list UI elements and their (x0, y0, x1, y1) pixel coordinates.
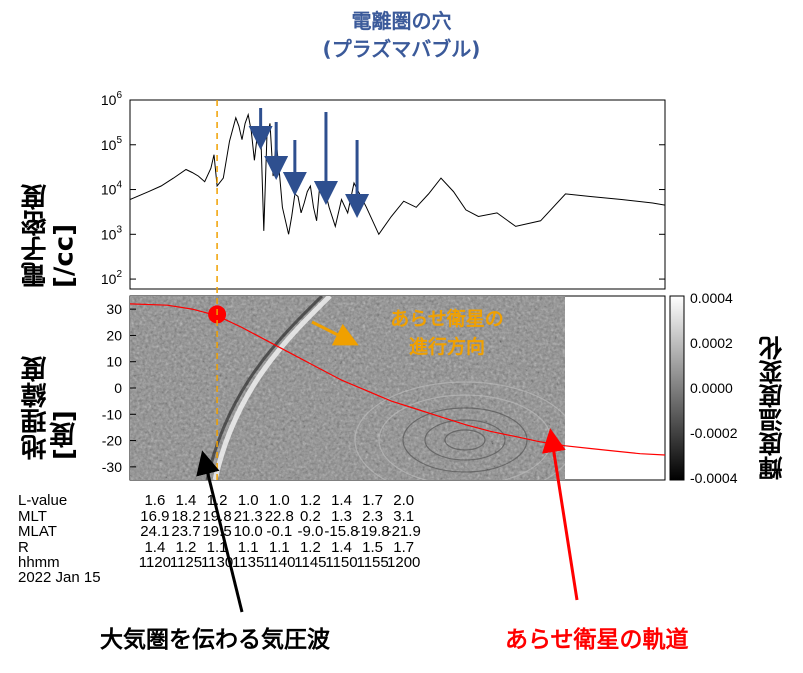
density-ytick-label: 104 (101, 180, 123, 198)
table-cell: 1.4 (144, 538, 166, 556)
table-cell: 1.0 (268, 492, 290, 509)
table-cell: 1125 (169, 554, 203, 571)
table-cell: 1.7 (362, 492, 384, 509)
table-cell: 0.2 (299, 507, 321, 525)
colorbar-tick-label: -0.0002 (690, 425, 738, 441)
table-cell: -9.0 (297, 523, 324, 540)
latitude-ytick-label: 20 (106, 327, 122, 343)
density-yticks: 102 103 104 105 106 (101, 90, 665, 287)
latitude-ytick-label: -20 (102, 433, 122, 449)
direction-arrow (311, 320, 359, 346)
direction-label: あらせ衛星の 進行方向 (362, 305, 532, 361)
latitude-ytick-label: -10 (102, 406, 122, 422)
latitude-ytick-label: 10 (106, 354, 122, 370)
table-cell: 18.2 (171, 507, 201, 525)
table-cell: -21.9 (386, 523, 421, 540)
table-row-label: hhmm (18, 554, 60, 571)
colorbar-tick-label: 0.0002 (690, 335, 733, 351)
wave-pointer-arrow (196, 450, 244, 613)
table-cell: 21.3 (233, 507, 263, 525)
ring-waves (354, 381, 565, 480)
table-cell: 1.0 (237, 492, 259, 509)
direction-label-line1: あらせ衛星の (390, 308, 504, 330)
orbit-pointer-arrow (541, 428, 579, 601)
colorbar-tick-label: 0.0004 (690, 290, 733, 306)
pressure-wave-front (212, 296, 332, 480)
table-row-label: L-value (18, 492, 68, 509)
table-cell: 1140 (263, 554, 296, 571)
table-cell: 3.1 (393, 507, 415, 525)
table-cell: 1130 (200, 554, 234, 571)
table-cell: 19.5 (202, 523, 232, 540)
density-ytick-label: 105 (101, 135, 123, 153)
table-cell: 1.4 (331, 538, 352, 556)
table-cell: -19.8 (355, 523, 390, 540)
table-cell: 22.8 (264, 507, 294, 525)
table-cell: 1.3 (331, 507, 352, 525)
density-frame (129, 99, 666, 290)
date-label: 2022 Jan 15 (18, 569, 101, 586)
table-cell: 1.2 (206, 492, 228, 509)
table-cell: 24.1 (140, 523, 170, 540)
table-cell: 1.4 (331, 492, 352, 509)
table-cell: 1.2 (299, 538, 321, 556)
colorbar-tick-label: -0.0004 (690, 470, 738, 486)
table-cell: 10.0 (233, 523, 263, 540)
hole-arrows (248, 108, 370, 218)
table-cell: 1.1 (268, 538, 290, 556)
table-cell: 1.2 (299, 492, 321, 509)
colorbar-ticks: 0.0004 0.0002 0.0000 -0.0002 -0.0004 (690, 290, 738, 486)
satellite-track (129, 303, 666, 456)
density-ytick-label: 102 (101, 269, 123, 287)
colorbar-tick-label: 0.0000 (690, 380, 733, 396)
table-cell: 2.3 (362, 507, 384, 525)
table-cell: 1120 (138, 554, 171, 571)
table-cell: 1145 (294, 554, 327, 571)
wave-label: 大気圏を伝わる気圧波 (100, 627, 330, 653)
table-cell: 1155 (356, 554, 389, 571)
table-cell: 1.6 (144, 492, 166, 509)
table-row-label: R (18, 538, 29, 556)
table-cell: 1.2 (175, 538, 197, 556)
table-cell: 1150 (325, 554, 358, 571)
table-cell: 1.1 (237, 538, 259, 556)
table-cell: -0.1 (266, 523, 293, 540)
table-cell: 1135 (232, 554, 265, 571)
density-ytick-label: 103 (101, 224, 123, 242)
title-line1: 電離圏の穴 (351, 9, 452, 33)
latitude-ytick-label: 30 (106, 301, 122, 317)
colorbar (669, 295, 685, 481)
table-cell: 1.4 (175, 492, 197, 509)
orbit-label: あらせ衛星の軌道 (505, 627, 689, 653)
table-cell: -15.8 (324, 523, 359, 540)
title-line2: (プラズマバブル) (322, 37, 481, 61)
table-row-label: MLT (18, 507, 47, 525)
density-ytick-label: 106 (101, 90, 123, 108)
table-cell: 16.9 (140, 507, 170, 525)
latitude-ytick-label: 0 (114, 380, 122, 396)
latitude-yticks: 30 20 10 0 -10 -20 -30 (102, 301, 136, 475)
table-cell: 1.7 (393, 538, 415, 556)
latitude-ytick-label: -30 (102, 459, 122, 475)
table-cell: 1200 (387, 554, 421, 571)
table-cell: 23.7 (171, 523, 201, 540)
table-cell: 2.0 (393, 492, 415, 509)
table-cell: 1.1 (206, 538, 228, 556)
direction-label-line2: 進行方向 (408, 336, 485, 358)
table-row-label: MLAT (18, 523, 57, 540)
table-cell: 1.5 (362, 538, 384, 556)
table-cell: 19.8 (202, 507, 232, 525)
